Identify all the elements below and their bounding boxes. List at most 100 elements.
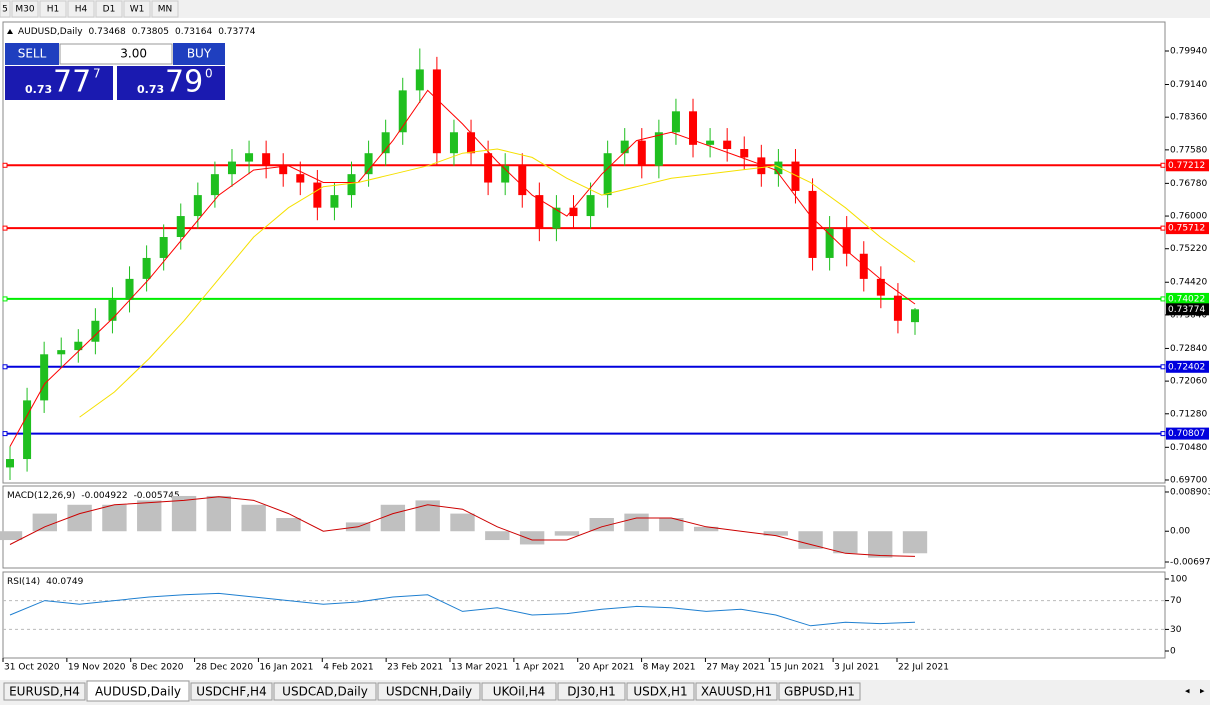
macd-bar xyxy=(206,495,232,532)
timeframe-button[interactable] xyxy=(39,0,67,18)
macd-bar xyxy=(659,518,684,532)
level-handle xyxy=(2,364,8,370)
candle-body xyxy=(842,228,851,254)
level-handle xyxy=(2,431,8,437)
bid-box[interactable] xyxy=(5,66,113,100)
sell-label: SELL xyxy=(18,47,47,61)
timeframe-button[interactable] xyxy=(67,0,95,18)
bid-prefix: 0.73 xyxy=(25,83,52,96)
macd-bar xyxy=(380,504,406,532)
tab[interactable] xyxy=(86,680,190,702)
level-handle xyxy=(2,296,8,302)
timeframe-button[interactable] xyxy=(123,0,151,18)
y-tick-label: 0.72840 xyxy=(1170,344,1207,354)
macd-bar xyxy=(624,513,649,532)
y-tick-label: 70 xyxy=(1170,596,1182,606)
candle-body xyxy=(518,165,527,196)
level-handle xyxy=(1160,364,1166,370)
y-tick-label: 0.79940 xyxy=(1170,46,1207,56)
volume-box[interactable] xyxy=(59,43,173,65)
header-value: 0.73468 xyxy=(89,27,126,37)
indicator-header: RSI(14) 40.0749 xyxy=(7,577,84,587)
level-handle xyxy=(1160,162,1166,168)
timeframe-button[interactable] xyxy=(95,0,123,18)
y-tick-label: 0.71280 xyxy=(1170,409,1207,419)
level-handle xyxy=(2,162,8,168)
tab[interactable] xyxy=(273,682,377,701)
ask-prefix: 0.73 xyxy=(137,83,164,96)
candle-body xyxy=(159,236,168,258)
x-tick-label: 16 Jan 2021 xyxy=(259,663,313,673)
volume-label: 3.00 xyxy=(120,47,147,61)
y-tick-label: 0 xyxy=(1170,647,1176,657)
candle-body xyxy=(347,174,356,196)
tab-scroll-left[interactable]: ◂ xyxy=(1185,687,1190,697)
ask-box[interactable] xyxy=(117,66,225,100)
tab[interactable] xyxy=(626,682,695,701)
header-value: 40.0749 xyxy=(46,577,83,587)
indicator-title: MACD(12,26,9) xyxy=(7,491,75,501)
rsi-panel xyxy=(2,571,1166,659)
timeframe-label: MN xyxy=(158,5,173,15)
timeframe-bar xyxy=(0,0,1210,18)
y-tick-label: 0.72060 xyxy=(1170,377,1207,387)
candle-body xyxy=(911,309,919,323)
x-tick-label: 3 Jul 2021 xyxy=(834,663,879,673)
candle-body xyxy=(791,161,800,191)
candle-body xyxy=(279,165,288,175)
macd-bar xyxy=(32,513,57,532)
timeframe-button[interactable] xyxy=(151,0,179,18)
candle-body xyxy=(23,400,32,460)
indicator-header: AUDUSD,Daily 0.73468 0.73805 0.73164 0.73774 xyxy=(18,27,256,37)
tab-label: GBPUSD,H1 xyxy=(784,685,855,699)
tab[interactable] xyxy=(190,682,273,701)
buy-label: BUY xyxy=(187,47,212,61)
tab-label: USDCAD,Daily xyxy=(282,685,368,699)
tab[interactable] xyxy=(377,682,481,701)
macd-bar xyxy=(519,531,545,545)
indicator-line xyxy=(79,148,916,418)
candle-body xyxy=(262,153,271,166)
y-tick-label: 30 xyxy=(1170,625,1182,635)
tab[interactable] xyxy=(3,682,86,701)
y-tick-label: 0.76780 xyxy=(1170,179,1207,189)
y-tick-label: -0.006977 xyxy=(1170,557,1210,567)
candle-body xyxy=(876,278,885,296)
candle-body xyxy=(91,320,100,342)
sell-button[interactable] xyxy=(5,43,59,65)
candle-body xyxy=(774,161,783,175)
timeframe-button[interactable] xyxy=(11,0,39,18)
timeframe-button[interactable] xyxy=(0,0,11,18)
indicator-title: RSI(14) xyxy=(7,577,40,587)
candle-body xyxy=(6,459,14,468)
tab[interactable] xyxy=(481,682,557,701)
x-tick-label: 27 May 2021 xyxy=(706,663,765,673)
level-tag-label: 0.74022 xyxy=(1168,294,1205,304)
tab[interactable] xyxy=(778,682,861,701)
x-tick-label: 22 Jul 2021 xyxy=(898,663,949,673)
candle-body xyxy=(313,182,322,208)
tab-label: UKOil,H4 xyxy=(493,685,546,699)
x-tick-label: 31 Oct 2020 xyxy=(4,663,60,673)
candle-body xyxy=(449,132,458,154)
bid-big: 77 xyxy=(53,65,91,100)
tab[interactable] xyxy=(695,682,778,701)
candle-body xyxy=(893,295,902,321)
tab-label: DJ30,H1 xyxy=(567,685,616,699)
tab-label: USDCNH,Daily xyxy=(386,685,472,699)
candle-body xyxy=(586,195,595,217)
candle-body xyxy=(535,195,544,229)
buy-button[interactable] xyxy=(173,43,225,65)
last-price-label: 0.73774 xyxy=(1168,305,1205,315)
tab[interactable] xyxy=(557,682,626,701)
tab-label: XAUUSD,H1 xyxy=(701,685,772,699)
macd-bar xyxy=(171,495,197,532)
candle-body xyxy=(569,207,578,217)
candle-body xyxy=(706,140,715,145)
bid-small: 7 xyxy=(93,67,101,81)
indicator-line xyxy=(9,496,916,557)
macd-bar xyxy=(0,531,23,541)
candle-body xyxy=(57,350,66,355)
tab-scroll-right[interactable]: ▸ xyxy=(1200,687,1205,697)
